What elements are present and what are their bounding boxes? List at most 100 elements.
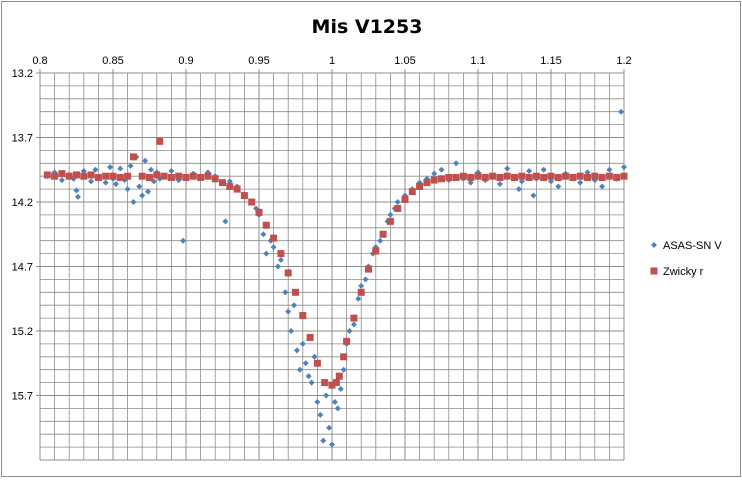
data-point-zwicky-r <box>262 221 270 229</box>
data-point-zwicky-r <box>584 173 591 181</box>
data-point-asas-sn-v <box>88 178 95 185</box>
data-point-zwicky-r <box>240 192 248 200</box>
data-point-asas-sn-v <box>142 157 149 164</box>
data-point-asas-sn-v <box>127 162 134 169</box>
x-tick-label: 1.2 <box>616 55 631 67</box>
data-point-zwicky-r <box>248 198 256 206</box>
data-point-zwicky-r <box>379 230 387 238</box>
data-point-zwicky-r <box>211 175 219 183</box>
data-point-asas-sn-v <box>270 244 277 251</box>
data-point-zwicky-r <box>332 379 340 387</box>
data-point-asas-sn-v <box>260 231 267 238</box>
data-point-zwicky-r <box>445 173 453 181</box>
data-point-asas-sn-v <box>355 295 362 302</box>
data-point-zwicky-r <box>401 195 409 203</box>
data-point-zwicky-r <box>503 172 511 180</box>
legend-marker <box>651 242 657 248</box>
data-point-zwicky-r <box>182 173 190 181</box>
data-point-asas-sn-v <box>136 183 143 190</box>
data-point-zwicky-r <box>58 170 66 178</box>
y-tick-label: 15.7 <box>12 391 33 403</box>
plot-area: 0.8 0.85 0.9 0.95 1 1.05 1.1 1.15 1.2 13.2 13.7 14.… <box>12 55 632 461</box>
data-point-asas-sn-v <box>577 179 584 186</box>
data-point-asas-sn-v <box>340 366 347 373</box>
y-tick-label: 13.7 <box>12 133 33 145</box>
data-point-zwicky-r <box>357 288 365 296</box>
data-point-zwicky-r <box>189 172 197 180</box>
data-point-asas-sn-v <box>145 188 152 195</box>
data-point-asas-sn-v <box>599 183 606 190</box>
data-point-zwicky-r <box>598 173 606 181</box>
data-point-asas-sn-v <box>530 192 537 199</box>
x-tick-label: 0.8 <box>32 55 47 67</box>
data-point-asas-sn-v <box>124 186 131 193</box>
data-point-asas-sn-v <box>311 353 318 360</box>
data-point-zwicky-r <box>43 171 51 179</box>
data-point-zwicky-r <box>562 172 570 180</box>
data-point-zwicky-r <box>204 172 212 180</box>
data-point-zwicky-r <box>226 183 234 191</box>
data-point-zwicky-r <box>532 172 540 180</box>
data-point-asas-sn-v <box>394 199 401 205</box>
data-point-asas-sn-v <box>92 166 99 173</box>
x-tick-label: 1.15 <box>540 55 561 67</box>
data-point-zwicky-r <box>350 314 358 322</box>
data-point-asas-sn-v <box>329 441 335 448</box>
x-tick-label: 1.05 <box>394 55 415 67</box>
data-point-asas-sn-v <box>555 183 562 190</box>
data-point-zwicky-r <box>116 173 124 181</box>
data-point-zwicky-r <box>416 183 424 191</box>
data-point-asas-sn-v <box>346 328 353 334</box>
chart-title: Mis V1253 <box>312 16 423 38</box>
data-point-asas-sn-v <box>515 186 522 193</box>
data-point-zwicky-r <box>467 173 475 181</box>
data-point-zwicky-r <box>386 217 394 225</box>
data-point-asas-sn-v <box>168 168 175 175</box>
data-point-zwicky-r <box>496 173 504 181</box>
data-point-zwicky-r <box>129 153 137 161</box>
data-point-asas-sn-v <box>282 289 289 296</box>
data-point-asas-sn-v <box>518 178 525 185</box>
data-point-zwicky-r <box>65 172 73 180</box>
data-point-asas-sn-v <box>350 321 357 328</box>
data-point-asas-sn-v <box>314 398 321 405</box>
x-tick-label: 0.85 <box>102 55 123 67</box>
data-point-asas-sn-v <box>467 179 474 186</box>
data-point-zwicky-r <box>591 172 599 180</box>
data-point-asas-sn-v <box>584 169 591 176</box>
x-tick-label: 1 <box>329 55 335 67</box>
data-point-zwicky-r <box>394 204 402 212</box>
data-point-zwicky-r <box>481 173 489 181</box>
y-tick-label: 14.7 <box>12 262 33 274</box>
data-point-zwicky-r <box>313 359 321 367</box>
legend-label: Zwicky r <box>663 266 704 278</box>
data-point-zwicky-r <box>124 172 132 180</box>
data-point-asas-sn-v <box>139 192 146 199</box>
data-point-zwicky-r <box>511 173 518 181</box>
data-point-zwicky-r <box>613 173 621 181</box>
y-tick-label: 14.2 <box>12 197 33 209</box>
data-point-asas-sn-v <box>431 170 438 177</box>
data-point-asas-sn-v <box>323 392 330 399</box>
data-point-zwicky-r <box>525 173 533 181</box>
data-point-zwicky-r <box>277 250 285 258</box>
data-point-asas-sn-v <box>496 180 503 187</box>
data-point-asas-sn-v <box>548 178 554 185</box>
data-point-zwicky-r <box>430 176 438 184</box>
data-point-asas-sn-v <box>293 347 300 354</box>
data-point-zwicky-r <box>292 288 299 296</box>
x-tick-label: 1.1 <box>470 55 485 67</box>
data-point-zwicky-r <box>102 172 110 180</box>
data-point-asas-sn-v <box>73 187 80 194</box>
data-point-zwicky-r <box>372 247 380 255</box>
data-point-asas-sn-v <box>80 168 87 175</box>
data-point-zwicky-r <box>175 172 183 180</box>
data-point-asas-sn-v <box>102 179 109 186</box>
data-point-zwicky-r <box>452 173 460 181</box>
data-point-asas-sn-v <box>299 340 306 347</box>
data-point-zwicky-r <box>80 172 88 180</box>
legend-marker <box>650 267 658 275</box>
data-point-zwicky-r <box>569 173 577 181</box>
data-point-zwicky-r <box>138 172 146 180</box>
data-point-asas-sn-v <box>226 178 233 185</box>
